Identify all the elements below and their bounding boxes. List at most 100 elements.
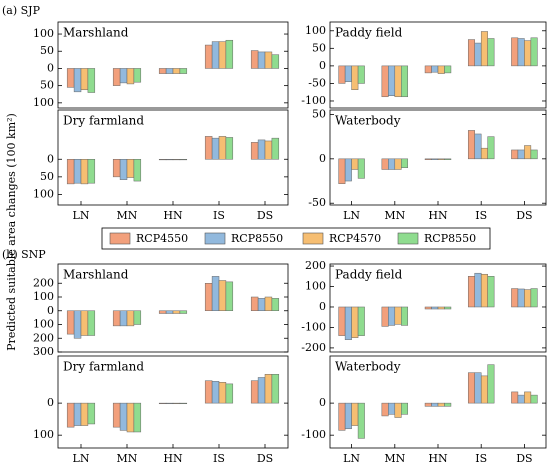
bar (394, 402, 402, 418)
bar (179, 402, 188, 405)
bar (225, 281, 234, 311)
bar (211, 381, 220, 404)
bar (225, 137, 234, 160)
bar (73, 402, 82, 426)
bar (437, 158, 445, 160)
bar (394, 158, 402, 170)
bar (158, 68, 167, 74)
bar (381, 402, 389, 417)
bar (487, 364, 495, 404)
bar (431, 402, 439, 407)
bar (264, 51, 273, 69)
bar (126, 68, 135, 85)
bar (511, 149, 519, 160)
bar (401, 402, 409, 415)
y-tick-label: 0 (319, 396, 326, 409)
bar (165, 68, 174, 74)
bar (225, 39, 234, 69)
y-tick-label: 100 (33, 428, 54, 441)
x-tick-label: MN (117, 452, 138, 465)
bar (474, 372, 482, 404)
x-tick-label: IS (213, 209, 225, 222)
plot-frame (57, 263, 289, 353)
legend-swatch (397, 232, 419, 245)
panel-title: Waterbody (335, 360, 401, 374)
bar (517, 288, 525, 308)
bar (179, 68, 188, 74)
bar (381, 158, 389, 170)
legend-label: RCP4550 (136, 232, 188, 245)
bar (66, 68, 75, 88)
bar (351, 306, 359, 338)
bar (225, 383, 234, 404)
y-tick-label: 100 (33, 96, 54, 109)
bar (112, 310, 121, 327)
bar (80, 68, 89, 91)
bar (388, 65, 396, 96)
bar (381, 65, 389, 98)
y-tick-label: 0 (47, 61, 54, 74)
y-tick-label: 100 (33, 290, 54, 303)
y-tick-label: 200 (33, 276, 54, 289)
bar (467, 39, 475, 67)
bar (338, 402, 346, 431)
bar (172, 159, 181, 161)
y-tick-label: 300 (33, 345, 54, 358)
bar (394, 65, 402, 98)
bar (444, 65, 452, 74)
y-tick-label: -100 (301, 320, 326, 333)
y-tick-label: 50 (40, 44, 54, 57)
bar (257, 298, 266, 311)
y-tick-label: 100 (305, 24, 326, 37)
y-tick-label: 50 (312, 41, 326, 54)
bar (264, 374, 273, 404)
bar (112, 159, 121, 178)
bar (444, 306, 452, 310)
bar (179, 159, 188, 161)
y-axis-label: Predicted suitable area changes (100 km²… (5, 113, 18, 351)
bar (204, 136, 213, 160)
bar (530, 149, 538, 160)
bar (524, 145, 532, 160)
bar (133, 402, 142, 433)
x-tick-label: LN (343, 209, 360, 222)
bar (250, 142, 259, 160)
y-tick-label: -100 (301, 428, 326, 441)
plot-frame (57, 21, 289, 109)
bar (381, 306, 389, 327)
bar (344, 65, 352, 82)
bar (444, 402, 452, 407)
bar (172, 68, 181, 74)
bar (401, 158, 409, 168)
bar (204, 380, 213, 404)
bar (351, 65, 359, 90)
bar (524, 289, 532, 308)
y-tick-label: 100 (305, 280, 326, 293)
bar (467, 276, 475, 308)
bar (271, 137, 280, 160)
bar (357, 402, 365, 439)
x-tick-label: LN (73, 452, 90, 465)
bar (480, 31, 488, 67)
bar (165, 159, 174, 161)
bar (344, 402, 352, 430)
y-tick-label: -50 (308, 76, 326, 89)
y-tick-label: -100 (301, 94, 326, 107)
bar (165, 402, 174, 405)
bar (87, 159, 96, 184)
panel-title: Marshland (63, 26, 129, 40)
y-tick-label: -200 (301, 341, 326, 354)
bar (271, 298, 280, 311)
bar (424, 402, 432, 407)
bar (211, 137, 220, 160)
panel-title: Dry farmland (63, 114, 144, 128)
x-tick-label: LN (343, 452, 360, 465)
x-tick-label: MN (384, 452, 405, 465)
bar (467, 372, 475, 404)
bar (257, 139, 266, 160)
bar (179, 310, 188, 314)
y-tick-label: 100 (33, 187, 54, 200)
legend-swatch (302, 232, 324, 245)
y-tick-label: 200 (33, 331, 54, 344)
bar (437, 65, 445, 74)
